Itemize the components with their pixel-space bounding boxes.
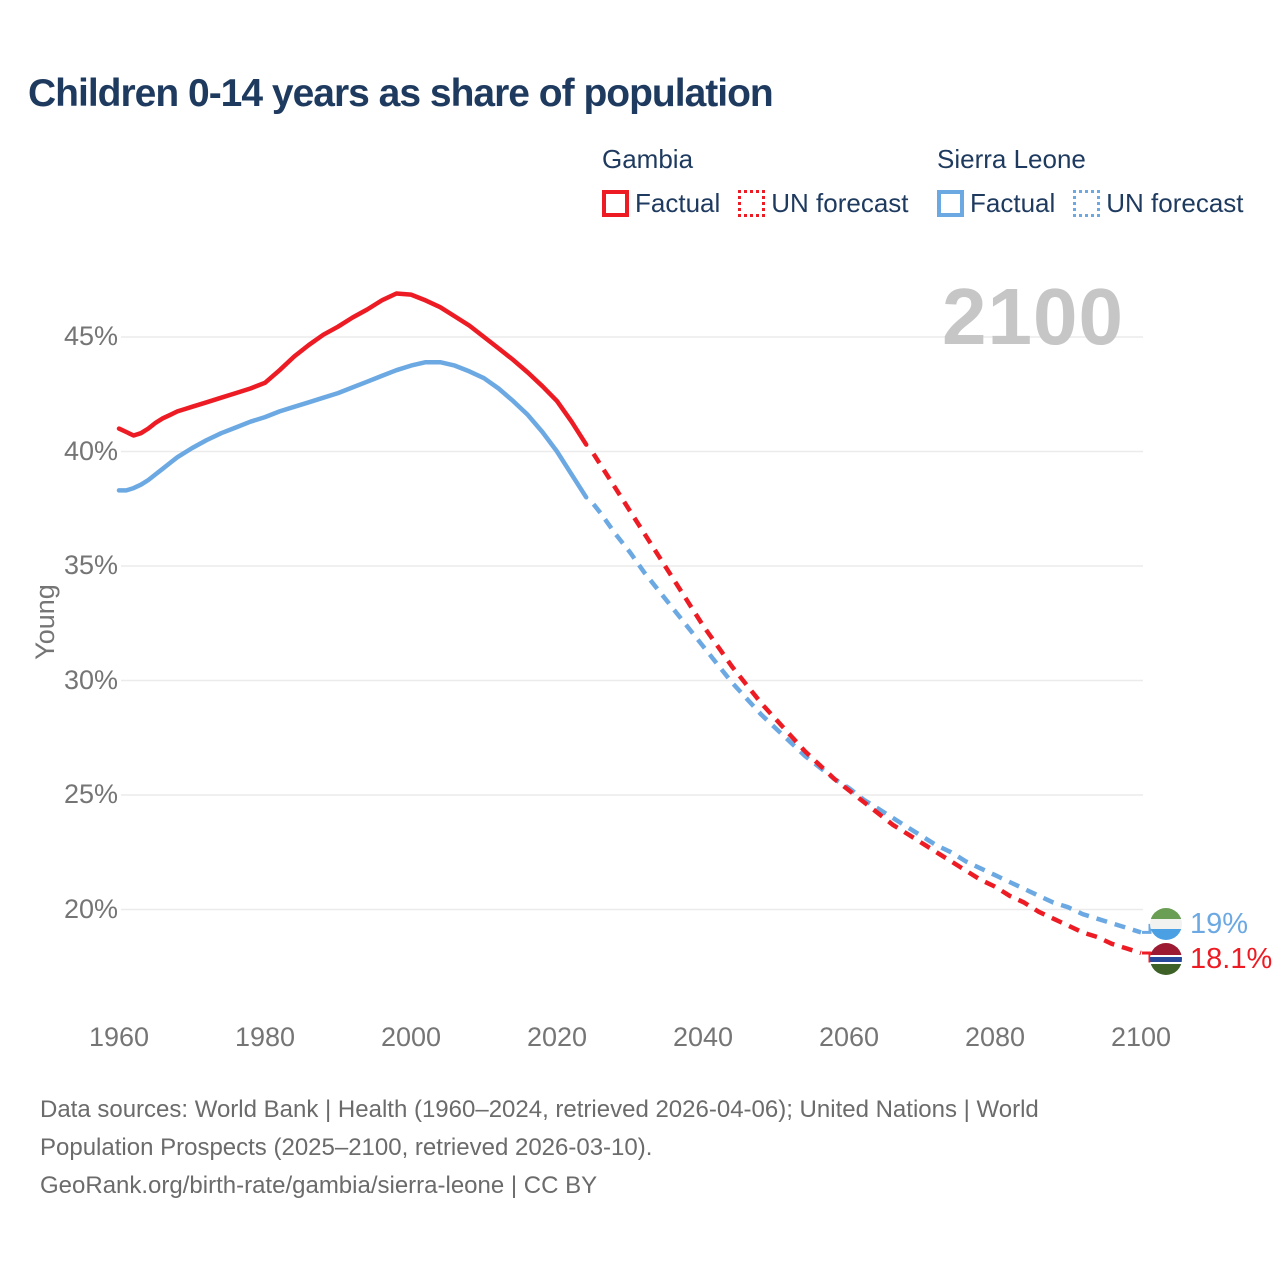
y-tick-label: 20% xyxy=(63,893,118,924)
gambia-factual-swatch-icon xyxy=(602,190,629,217)
gambia-flag-icon xyxy=(1150,943,1182,975)
end-label-gambia: 18.1% xyxy=(1150,943,1272,975)
x-tick-label: 2060 xyxy=(818,1022,880,1052)
sierra-leone-factual-swatch-icon xyxy=(937,190,964,217)
footer-line-data-sources: Data sources: World Bank | Health (1960–… xyxy=(40,1096,1039,1123)
x-tick-label: 2000 xyxy=(380,1022,442,1052)
legend-header-sierra-leone: Sierra Leone xyxy=(937,144,1086,174)
legend-item-label: Factual xyxy=(635,188,721,218)
legend-group-sierra-leone: Sierra Leone Factual UN forecast xyxy=(937,144,1244,219)
x-tick-label: 2040 xyxy=(672,1022,734,1052)
x-tick-label: 1980 xyxy=(234,1022,296,1052)
y-tick-label: 45% xyxy=(63,321,118,351)
series-gambia-un-forecast xyxy=(591,452,1142,956)
y-axis-title: Young xyxy=(30,584,60,660)
series-sierra-leone-un-forecast xyxy=(591,502,1142,935)
legend-row: Factual UN forecast xyxy=(937,188,1244,219)
sierra-leone-forecast-swatch-icon xyxy=(1073,190,1101,217)
y-tick-label: 35% xyxy=(63,550,118,580)
y-tick-label: 40% xyxy=(63,435,118,466)
y-tick-label: 30% xyxy=(63,664,118,695)
x-tick-label: 2100 xyxy=(1110,1022,1172,1052)
series-sierra-leone-factual xyxy=(116,359,589,500)
footer-line-data-sources-2: Population Prospects (2025–2100, retriev… xyxy=(40,1134,653,1161)
legend-group-gambia: Gambia Factual UN forecast xyxy=(602,144,909,219)
legend-row: Factual UN forecast xyxy=(602,188,909,219)
end-label-sierra-leone: 19% xyxy=(1150,908,1248,940)
watermark-year: 2100 xyxy=(942,272,1124,361)
legend-header-gambia: Gambia xyxy=(602,144,694,174)
legend-item-gambia-factual[interactable]: Factual xyxy=(602,188,720,219)
legend-item-label: UN forecast xyxy=(1106,188,1244,218)
legend-item-sierra-leone-forecast[interactable]: UN forecast xyxy=(1073,188,1244,219)
x-tick-label: 2080 xyxy=(964,1022,1026,1052)
sierra-leone-flag-icon xyxy=(1150,908,1182,940)
footer: Data sources: World Bank | Health (1960–… xyxy=(40,1091,1039,1205)
gambia-end-value: 18.1% xyxy=(1190,943,1273,975)
sierra-leone-end-value: 19% xyxy=(1190,908,1249,940)
y-tick-label: 25% xyxy=(63,779,118,809)
legend-item-label: Factual xyxy=(970,188,1056,218)
x-tick-label: 2020 xyxy=(526,1022,588,1052)
page-title: Children 0-14 years as share of populati… xyxy=(28,72,774,115)
legend-item-gambia-forecast[interactable]: UN forecast xyxy=(738,188,909,219)
x-tick-label: 1960 xyxy=(88,1022,150,1052)
footer-line-attribution: GeoRank.org/birth-rate/gambia/sierra-leo… xyxy=(40,1172,598,1199)
legend-item-sierra-leone-factual[interactable]: Factual xyxy=(937,188,1055,219)
series-gambia-factual xyxy=(116,291,589,447)
gambia-forecast-swatch-icon xyxy=(738,190,766,217)
legend-item-label: UN forecast xyxy=(771,188,909,218)
